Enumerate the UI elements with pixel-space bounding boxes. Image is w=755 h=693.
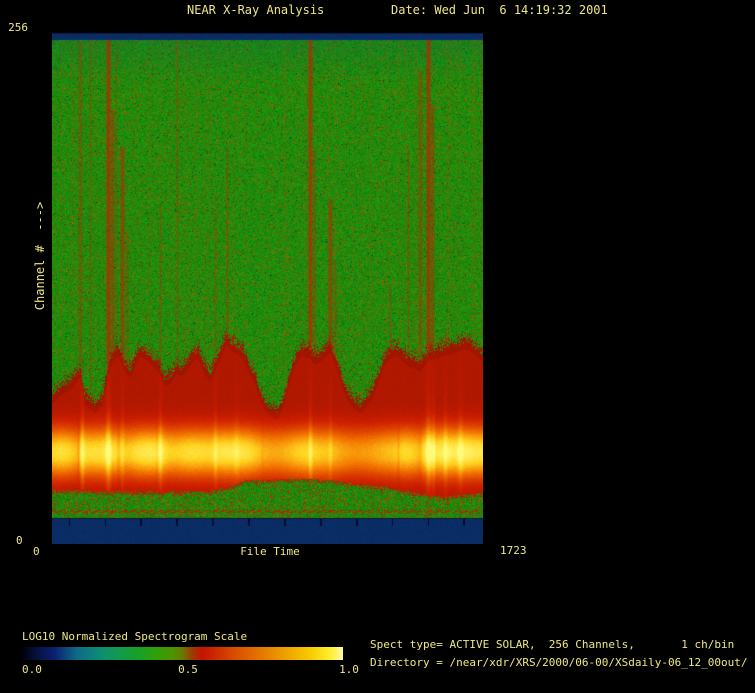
x-axis-max-label: 1723: [500, 544, 527, 557]
y-axis-min-label: 0: [16, 534, 23, 547]
x-axis-title: File Time: [240, 545, 300, 558]
spectrogram-image: [52, 33, 483, 544]
colorbar-tick-0: 0.0: [22, 663, 42, 676]
y-axis-title: Channel # --->: [33, 201, 47, 311]
x-axis-min-label: 0: [33, 545, 40, 558]
page-title: NEAR X-Ray Analysis: [187, 3, 325, 17]
spect-type-label: Spect type= ACTIVE SOLAR, 256 Channels, …: [370, 638, 735, 651]
colorbar-tick-05: 0.5: [178, 663, 198, 676]
y-axis-max-label: 256: [8, 21, 28, 34]
colorbar-tick-1: 1.0: [339, 663, 359, 676]
colorbar-title: LOG10 Normalized Spectrogram Scale: [22, 630, 248, 643]
date-label: Date: Wed Jun 6 14:19:32 2001: [391, 3, 608, 17]
directory-label: Directory = /near/xdr/XRS/2000/06-00/XSd…: [370, 656, 748, 669]
colorbar-gradient: [22, 647, 343, 660]
